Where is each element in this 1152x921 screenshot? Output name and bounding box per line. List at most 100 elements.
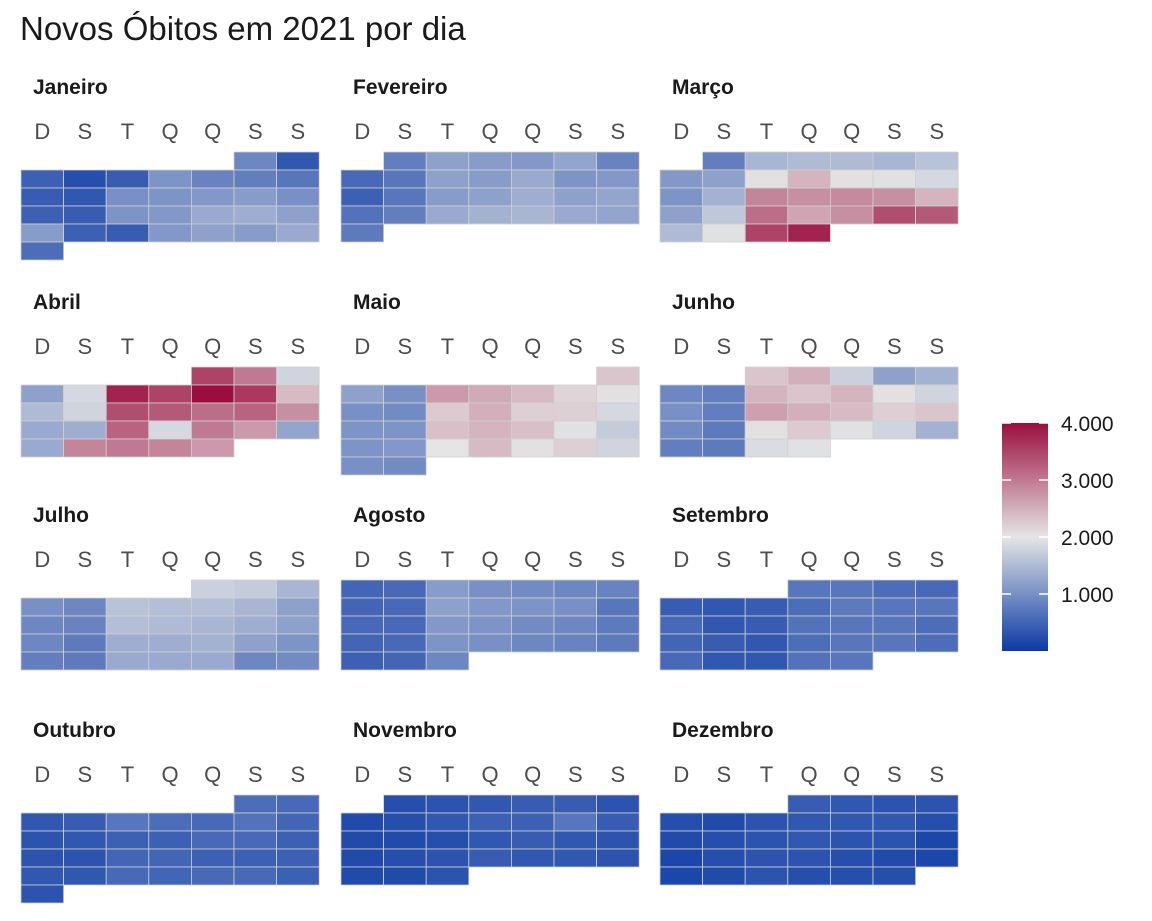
weekday-label: S bbox=[78, 334, 93, 359]
day-cell bbox=[340, 830, 384, 850]
weekday-label: S bbox=[398, 119, 413, 144]
weekday-label: Q bbox=[843, 762, 860, 787]
day-cell bbox=[744, 205, 789, 225]
day-cell bbox=[340, 456, 384, 476]
day-cell bbox=[233, 848, 277, 868]
weekday-label: Q bbox=[162, 547, 179, 572]
day-cell bbox=[702, 615, 746, 635]
day-cell bbox=[425, 579, 470, 599]
day-cell bbox=[63, 633, 107, 653]
day-cell bbox=[340, 205, 384, 225]
day-cell bbox=[659, 866, 703, 886]
day-cell bbox=[744, 438, 789, 458]
day-cell bbox=[276, 366, 320, 386]
day-cell bbox=[20, 884, 64, 904]
weekday-label: D bbox=[354, 762, 370, 787]
day-cell bbox=[596, 794, 640, 814]
day-cell bbox=[233, 402, 277, 422]
day-cell bbox=[787, 848, 831, 868]
day-cell bbox=[105, 597, 150, 617]
day-cell bbox=[468, 812, 512, 832]
day-cell bbox=[830, 384, 874, 404]
month-title: Fevereiro bbox=[353, 76, 448, 99]
day-cell bbox=[915, 633, 959, 653]
day-cell bbox=[383, 597, 427, 617]
day-cell bbox=[787, 579, 831, 599]
day-cell bbox=[383, 794, 427, 814]
day-cell bbox=[20, 241, 64, 261]
day-cell bbox=[105, 420, 150, 440]
month-panel: Dezembro D S T Q Q S S bbox=[659, 719, 959, 886]
day-cell bbox=[276, 223, 320, 243]
weekday-label: T bbox=[760, 762, 773, 787]
weekday-label: S bbox=[291, 119, 306, 144]
day-cell bbox=[596, 402, 640, 422]
day-cell bbox=[148, 384, 192, 404]
day-cell bbox=[787, 420, 831, 440]
day-cell bbox=[20, 633, 64, 653]
day-cell bbox=[510, 438, 555, 458]
day-cell bbox=[872, 812, 916, 832]
day-cell bbox=[63, 187, 107, 207]
day-cell bbox=[596, 830, 640, 850]
day-cell bbox=[425, 438, 470, 458]
day-cell bbox=[233, 223, 277, 243]
day-cell bbox=[553, 812, 597, 832]
day-cell bbox=[872, 848, 916, 868]
weekday-label: S bbox=[717, 334, 732, 359]
day-cell bbox=[702, 169, 746, 189]
day-cell bbox=[659, 169, 703, 189]
day-cell bbox=[148, 633, 192, 653]
day-cell bbox=[872, 633, 916, 653]
weekday-label: S bbox=[291, 547, 306, 572]
day-cell bbox=[830, 651, 874, 671]
day-cell bbox=[63, 866, 107, 886]
day-cell bbox=[276, 187, 320, 207]
day-cell bbox=[190, 169, 235, 189]
weekday-label: S bbox=[717, 119, 732, 144]
month-panel: Novembro D S T Q Q S S bbox=[340, 719, 640, 886]
day-cell bbox=[872, 169, 916, 189]
weekday-label: Q bbox=[524, 334, 541, 359]
weekday-label: S bbox=[398, 547, 413, 572]
day-cell bbox=[340, 223, 384, 243]
day-cell bbox=[596, 205, 640, 225]
weekday-label: Q bbox=[482, 334, 499, 359]
day-cell bbox=[659, 420, 703, 440]
day-cell bbox=[744, 830, 789, 850]
weekday-label: D bbox=[673, 547, 689, 572]
day-cell bbox=[233, 420, 277, 440]
day-cell bbox=[20, 597, 64, 617]
day-cell bbox=[510, 384, 555, 404]
day-cell bbox=[830, 830, 874, 850]
day-cell bbox=[915, 366, 959, 386]
day-cell bbox=[702, 597, 746, 617]
weekday-label: D bbox=[34, 334, 50, 359]
day-cell bbox=[915, 615, 959, 635]
day-cell bbox=[596, 169, 640, 189]
legend-tick-label: 4.000 bbox=[1061, 413, 1114, 436]
day-cell bbox=[553, 420, 597, 440]
day-cell bbox=[20, 651, 64, 671]
weekday-label: Q bbox=[801, 119, 818, 144]
day-cell bbox=[659, 597, 703, 617]
day-cell bbox=[276, 151, 320, 171]
weekday-label: Q bbox=[204, 547, 221, 572]
day-cell bbox=[20, 615, 64, 635]
weekday-label: S bbox=[248, 119, 263, 144]
weekday-label: T bbox=[441, 547, 454, 572]
day-cell bbox=[190, 402, 235, 422]
day-cell bbox=[659, 402, 703, 422]
weekday-label: S bbox=[930, 762, 945, 787]
day-cell bbox=[744, 169, 789, 189]
day-cell bbox=[340, 579, 384, 599]
day-cell bbox=[702, 866, 746, 886]
weekday-label: D bbox=[354, 119, 370, 144]
day-cell bbox=[702, 438, 746, 458]
day-cell bbox=[190, 830, 235, 850]
day-cell bbox=[233, 366, 277, 386]
day-cell bbox=[468, 402, 512, 422]
month-title: Agosto bbox=[353, 504, 425, 527]
day-cell bbox=[744, 402, 789, 422]
